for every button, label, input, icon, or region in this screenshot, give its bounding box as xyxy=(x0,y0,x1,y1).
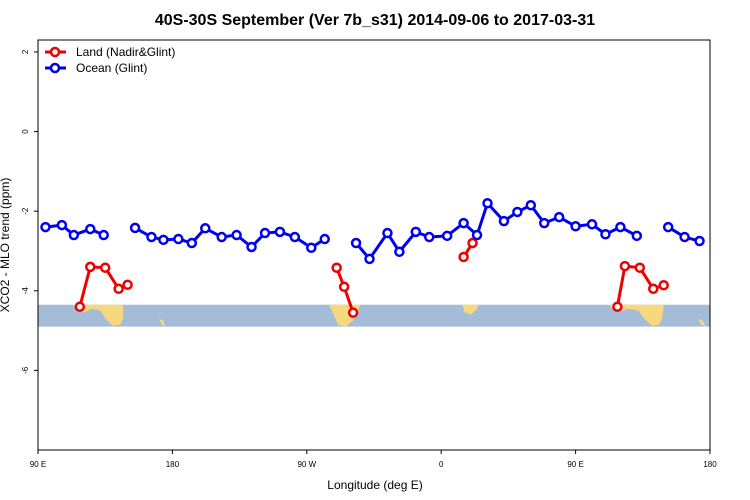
data-point xyxy=(600,229,611,240)
data-point xyxy=(364,253,375,265)
data-point xyxy=(129,222,141,234)
data-point xyxy=(85,223,96,235)
data-point xyxy=(338,281,350,293)
data-point xyxy=(458,217,469,229)
data-point xyxy=(173,233,184,245)
chart-title: 40S-30S September (Ver 7b_s31) 2014-09-0… xyxy=(155,12,595,29)
map-land xyxy=(158,318,165,327)
y-axis-label: XCO2 - MLO trend (ppm) xyxy=(0,178,12,313)
data-point xyxy=(512,206,523,218)
data-point xyxy=(612,301,623,312)
data-point xyxy=(586,219,598,230)
data-point xyxy=(694,235,705,247)
data-point xyxy=(122,279,133,291)
data-point xyxy=(200,223,211,234)
series-0 xyxy=(74,237,669,318)
data-point xyxy=(231,229,242,241)
map-land xyxy=(608,304,664,326)
data-point xyxy=(74,301,86,312)
data-point xyxy=(186,237,198,249)
map-ocean xyxy=(38,304,710,327)
data-point xyxy=(467,237,478,249)
x-axis-label: Longitude (deg E) xyxy=(327,478,422,492)
data-point xyxy=(482,197,493,209)
legend: Land (Nadir&Glint) Ocean (Glint) xyxy=(45,45,175,75)
data-point xyxy=(40,221,51,233)
data-point xyxy=(498,215,510,227)
data-point xyxy=(525,199,537,211)
y-tick-label: 0 xyxy=(21,129,30,134)
data-point xyxy=(394,246,405,258)
data-point xyxy=(441,230,453,242)
legend-ocean-label: Ocean (Glint) xyxy=(76,61,147,75)
data-point xyxy=(471,229,483,241)
data-point xyxy=(350,237,362,249)
data-point xyxy=(347,307,359,318)
data-point xyxy=(424,231,435,243)
data-point xyxy=(259,227,271,239)
series-1 xyxy=(40,197,705,265)
data-point xyxy=(85,261,96,273)
data-point xyxy=(99,262,111,273)
map-land xyxy=(698,318,706,327)
data-point xyxy=(146,231,157,243)
x-tick-label: 0 xyxy=(439,460,444,469)
data-point xyxy=(331,262,342,273)
x-tick-label: 90 W xyxy=(297,460,316,469)
x-tick-label: 90 E xyxy=(30,460,46,469)
data-point xyxy=(274,226,286,238)
data-point xyxy=(553,211,565,223)
data-point xyxy=(662,221,674,233)
legend-land-label: Land (Nadir&Glint) xyxy=(76,45,175,59)
data-point xyxy=(658,279,669,291)
y-tick-label: 2 xyxy=(21,49,30,54)
series-layer xyxy=(40,197,705,318)
data-point xyxy=(458,251,469,263)
data-point xyxy=(631,230,643,242)
data-point xyxy=(289,231,301,243)
data-point xyxy=(98,229,109,241)
data-point xyxy=(306,242,317,254)
y-tick-label: -2 xyxy=(21,207,30,215)
data-point xyxy=(56,219,68,231)
data-point xyxy=(158,234,169,246)
map-strip xyxy=(38,304,710,327)
data-point xyxy=(382,227,393,239)
data-point xyxy=(619,260,631,272)
map-land xyxy=(462,304,479,315)
data-point xyxy=(648,283,659,295)
data-point xyxy=(538,217,550,229)
data-point xyxy=(319,233,330,245)
data-point xyxy=(410,226,422,238)
map-land xyxy=(72,304,124,326)
x-tick-label: 180 xyxy=(703,460,717,469)
axes: 90 E 180 90 W 0 90 E 180 2 0 -2 -4 -6 xyxy=(21,49,717,469)
y-tick-label: -4 xyxy=(21,287,30,295)
legend-ocean-marker xyxy=(49,62,61,74)
data-point xyxy=(679,231,690,243)
x-tick-label: 90 E xyxy=(567,460,583,469)
data-point xyxy=(246,241,257,253)
plot-frame xyxy=(37,39,711,451)
legend-land-marker xyxy=(49,46,61,58)
y-tick-label: -6 xyxy=(21,366,30,374)
data-point xyxy=(634,262,646,273)
data-point xyxy=(615,221,626,233)
data-point xyxy=(113,283,124,295)
data-point xyxy=(570,221,581,232)
x-tick-label: 180 xyxy=(166,460,180,469)
data-point xyxy=(68,229,80,241)
data-point xyxy=(216,231,227,243)
